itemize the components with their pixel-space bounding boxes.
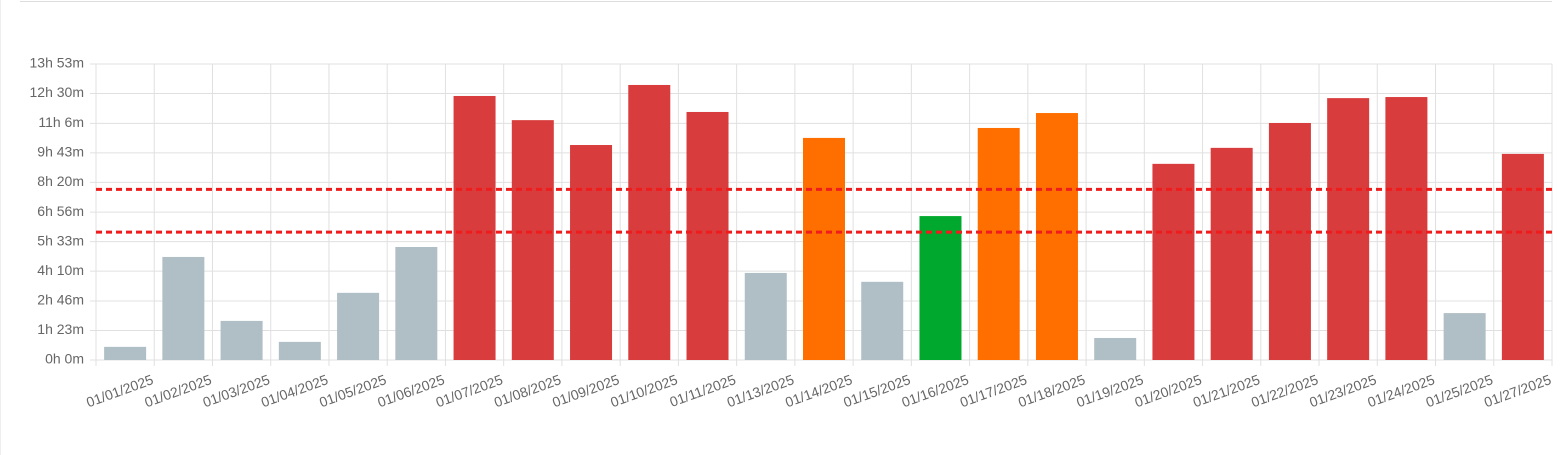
bar (1210, 147, 1253, 360)
bar (570, 145, 613, 360)
bar (104, 346, 147, 360)
y-tick-label: 2h 46m (37, 292, 84, 308)
y-tick-label: 13h 53m (30, 55, 84, 71)
bar (220, 320, 263, 360)
bar (453, 95, 496, 361)
bar (861, 281, 904, 360)
x-tick-label: 01/10/2025 (608, 371, 680, 410)
bar (511, 120, 554, 360)
bar (977, 127, 1020, 361)
bar (1501, 153, 1544, 360)
bar (803, 137, 845, 360)
bar (1152, 163, 1195, 360)
y-tick-label: 6h 56m (37, 203, 84, 219)
bar (162, 256, 205, 360)
bar (1443, 313, 1486, 360)
y-tick-label: 9h 43m (37, 144, 84, 160)
bar (686, 111, 729, 360)
y-tick-label: 5h 33m (37, 232, 84, 248)
y-tick-label: 8h 20m (37, 173, 84, 189)
y-tick-label: 11h 6m (38, 114, 84, 130)
x-tick-label: 01/27/2025 (1482, 371, 1554, 410)
bar (919, 216, 962, 360)
y-tick-label: 12h 30m (30, 84, 84, 100)
bar (1094, 337, 1137, 360)
bar (744, 272, 787, 360)
y-tick-label: 4h 10m (37, 262, 84, 278)
bar (337, 292, 380, 360)
y-tick-label: 0h 0m (45, 351, 84, 367)
y-tick-label: 1h 23m (37, 321, 84, 337)
bar (1385, 97, 1428, 361)
bar (628, 84, 671, 361)
bar (1268, 122, 1311, 361)
bar (1327, 98, 1370, 360)
bar (278, 341, 321, 360)
bar (395, 247, 438, 360)
bar (1035, 113, 1078, 360)
